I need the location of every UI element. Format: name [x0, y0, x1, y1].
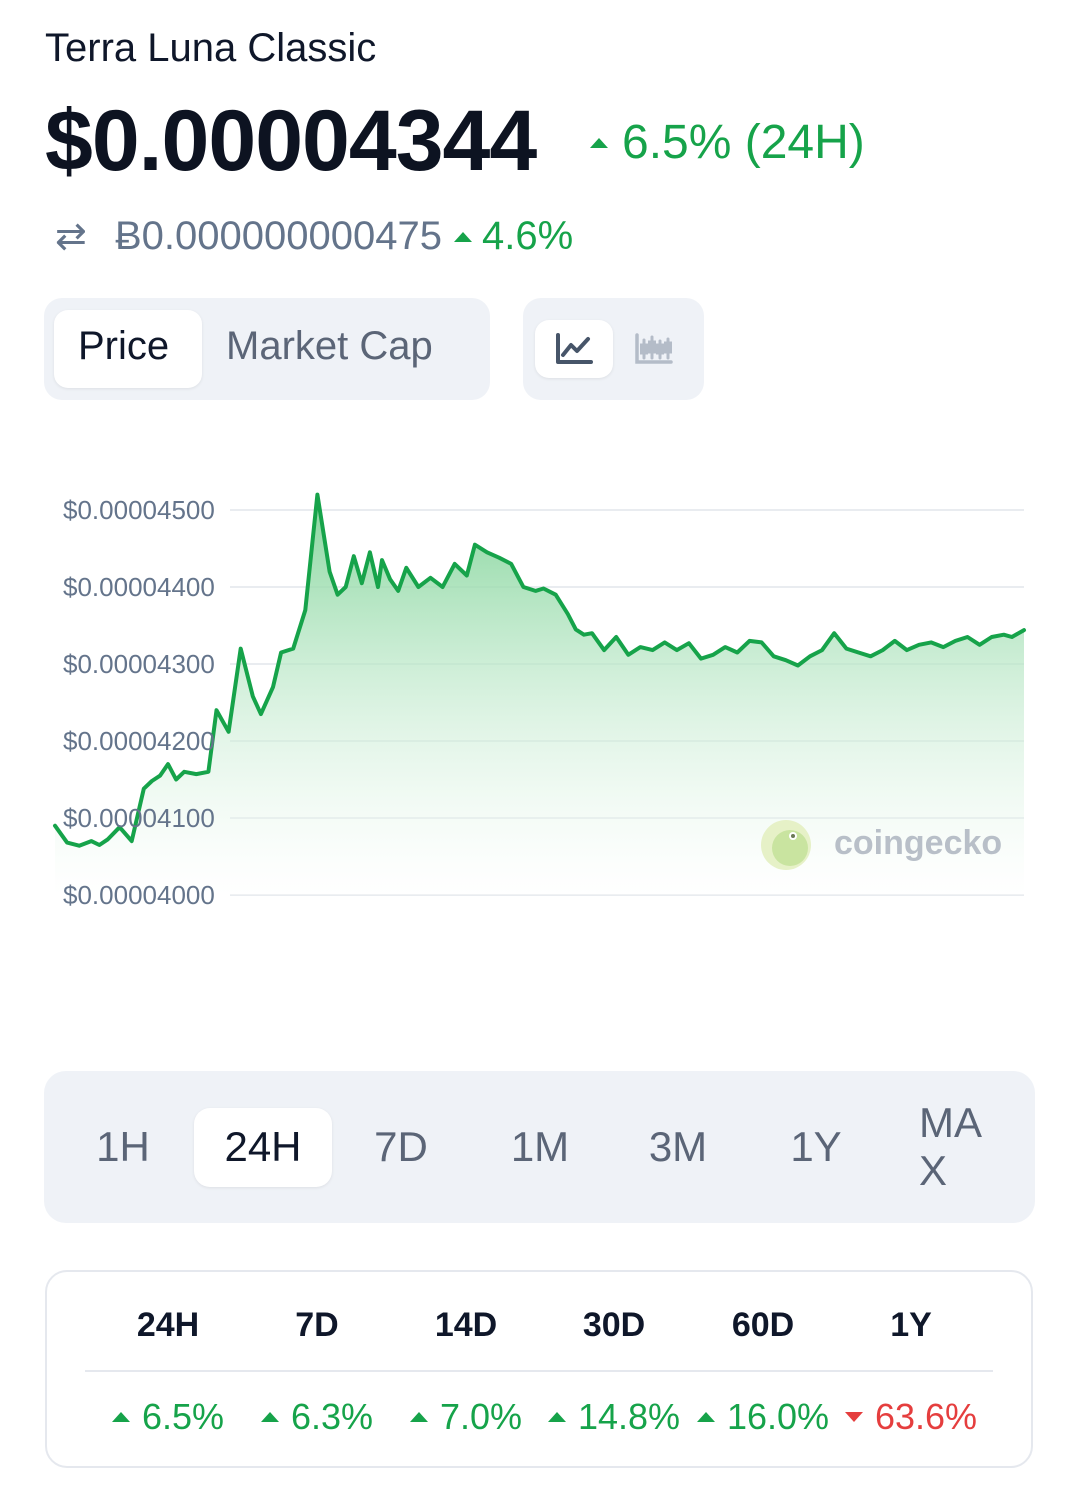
- range-24h[interactable]: 24H: [224, 1123, 302, 1170]
- perf-value-text: 7.0%: [439, 1396, 523, 1437]
- range-3m[interactable]: 3M: [648, 1123, 708, 1170]
- up-arrow-icon: [454, 231, 472, 242]
- up-arrow-icon: [590, 137, 608, 148]
- range-7d[interactable]: 7D: [374, 1123, 428, 1170]
- perf-header: 60D: [731, 1306, 795, 1344]
- price-change-24h: 6.5% (24H): [590, 115, 865, 170]
- line-chart-button[interactable]: [535, 320, 613, 378]
- perf-value: 63.6%: [837, 1396, 985, 1438]
- perf-value: 6.5%: [94, 1396, 242, 1438]
- y-tick-label: $0.00004200: [63, 726, 215, 756]
- perf-value: 6.3%: [243, 1396, 391, 1438]
- perf-header: 14D: [434, 1306, 498, 1344]
- perf-value-text: 63.6%: [874, 1396, 978, 1437]
- down-arrow-icon: [844, 1412, 863, 1422]
- range-1h[interactable]: 1H: [96, 1123, 150, 1170]
- time-range-selector: 1H 24H 7D 1M 3M 1Y MA X: [44, 1071, 1035, 1223]
- range-max[interactable]: MA X: [919, 1071, 1009, 1223]
- up-arrow-icon: [260, 1412, 279, 1422]
- y-tick-label: $0.00004000: [63, 880, 215, 910]
- perf-value-text: 16.0%: [726, 1396, 830, 1437]
- swap-arrows-icon: ⇄: [55, 216, 87, 258]
- candlestick-chart-icon: [635, 333, 673, 364]
- perf-value-text: 14.8%: [577, 1396, 681, 1437]
- perf-header: 1Y: [890, 1306, 932, 1344]
- perf-value: 7.0%: [392, 1396, 540, 1438]
- price-change-24h-value: 6.5% (24H): [622, 116, 865, 169]
- perf-value-text: 6.5%: [141, 1396, 225, 1437]
- coingecko-logo: coingecko: [761, 820, 1002, 870]
- perf-header: 7D: [295, 1306, 339, 1344]
- up-arrow-icon: [547, 1412, 566, 1422]
- btc-price-row: ⇄ Ƀ0.000000000475 4.6%: [55, 214, 573, 259]
- coin-price: $0.00004344: [45, 93, 537, 189]
- up-arrow-icon: [409, 1412, 428, 1422]
- price-line: [53, 492, 1026, 848]
- y-tick-label: $0.00004300: [63, 649, 215, 679]
- watermark-text: coingecko: [834, 824, 1002, 862]
- candlestick-chart-button[interactable]: [623, 320, 701, 378]
- up-arrow-icon: [696, 1412, 715, 1422]
- tab-price[interactable]: [54, 310, 202, 388]
- tab-price-label[interactable]: Price: [78, 324, 170, 368]
- btc-price: Ƀ0.000000000475: [115, 214, 442, 258]
- line-chart-icon: [556, 333, 593, 364]
- price-marketcap-toggle: Price Market Cap: [44, 298, 490, 400]
- performance-table: 24H 6.5% 7D 6.3% 14D 7.0% 30D 14.8% 60D 16.0% 1Y 63…: [45, 1270, 1033, 1468]
- range-active-pill: [194, 1108, 332, 1187]
- btc-change: 4.6%: [454, 214, 573, 259]
- y-tick-label: $0.00004100: [63, 803, 215, 833]
- tab-market-cap[interactable]: Market Cap: [226, 324, 433, 368]
- range-label: MA X: [919, 1099, 980, 1194]
- perf-header: 24H: [136, 1306, 200, 1344]
- y-tick-label: $0.00004500: [63, 495, 215, 525]
- up-arrow-icon: [111, 1412, 130, 1422]
- performance-divider: [85, 1370, 993, 1372]
- y-axis-labels: $0.00004500 $0.00004400 $0.00004300 $0.0000…: [63, 495, 215, 910]
- range-1m[interactable]: 1M: [510, 1123, 570, 1170]
- y-tick-label: $0.00004400: [63, 572, 215, 602]
- chart-type-toggle: [523, 298, 704, 400]
- perf-value: 16.0%: [689, 1396, 837, 1438]
- perf-value-text: 6.3%: [290, 1396, 374, 1437]
- price-chart[interactable]: $0.00004500 $0.00004400 $0.00004300 $0.0000…: [0, 430, 1074, 990]
- price-area-fill: [55, 494, 1024, 895]
- perf-header: 30D: [582, 1306, 646, 1344]
- coin-name: Terra Luna Classic: [45, 26, 377, 70]
- range-1y[interactable]: 1Y: [790, 1123, 842, 1170]
- perf-value: 14.8%: [540, 1396, 688, 1438]
- btc-change-value: 4.6%: [482, 214, 574, 258]
